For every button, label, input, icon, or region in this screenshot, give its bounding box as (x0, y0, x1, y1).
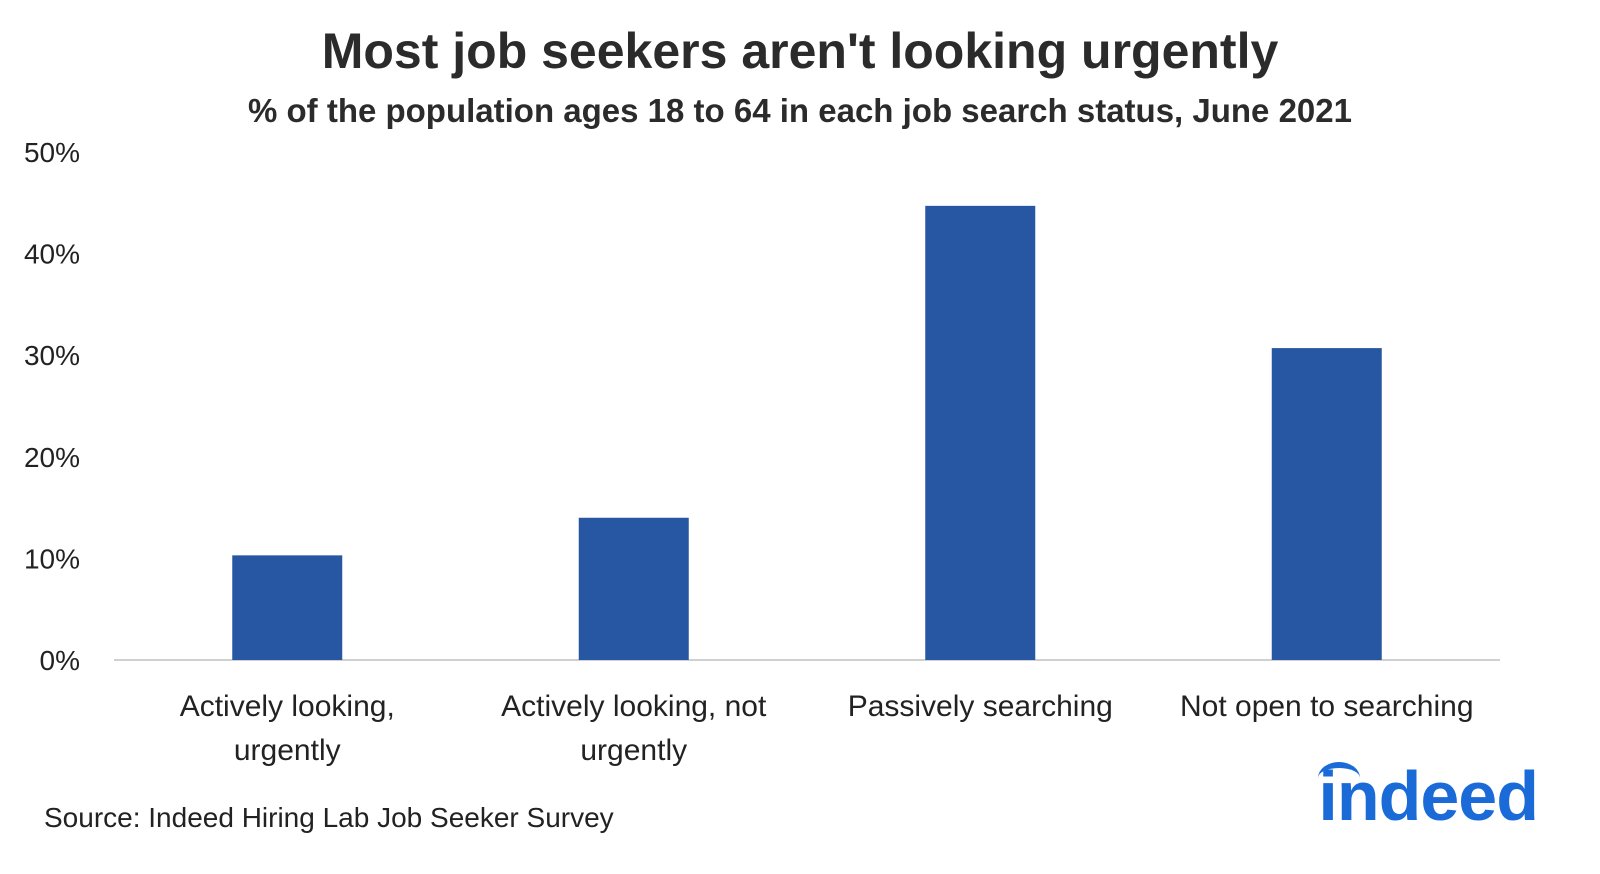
x-category-label: Not open to searching (1180, 690, 1474, 723)
y-tick-label: 20% (24, 442, 80, 473)
y-tick-label: 0% (40, 645, 80, 676)
x-category-label: urgently (234, 734, 341, 767)
logo-arc-icon (1318, 762, 1361, 794)
y-tick-label: 30% (24, 340, 80, 371)
source-note: Source: Indeed Hiring Lab Job Seeker Sur… (44, 802, 614, 833)
bar (1271, 348, 1382, 660)
chart-title: Most job seekers aren't looking urgently (321, 23, 1279, 79)
indeed-logo: indeed (1318, 756, 1539, 836)
x-category-label: Actively looking, not (501, 690, 767, 723)
bar (578, 517, 689, 660)
y-tick-label: 50% (24, 137, 80, 168)
x-category-label: urgently (580, 734, 687, 767)
chart-subtitle: % of the population ages 18 to 64 in eac… (248, 92, 1352, 129)
bar (925, 205, 1036, 660)
bar (232, 555, 343, 660)
bar-chart: 0% 10% 20% 30% 40% 50% Actively looking, urgent… (24, 137, 1500, 767)
x-category-label: Actively looking, (180, 690, 395, 723)
y-tick-label: 10% (24, 543, 80, 574)
x-category-label: Passively searching (848, 690, 1113, 723)
y-tick-label: 40% (24, 239, 80, 270)
